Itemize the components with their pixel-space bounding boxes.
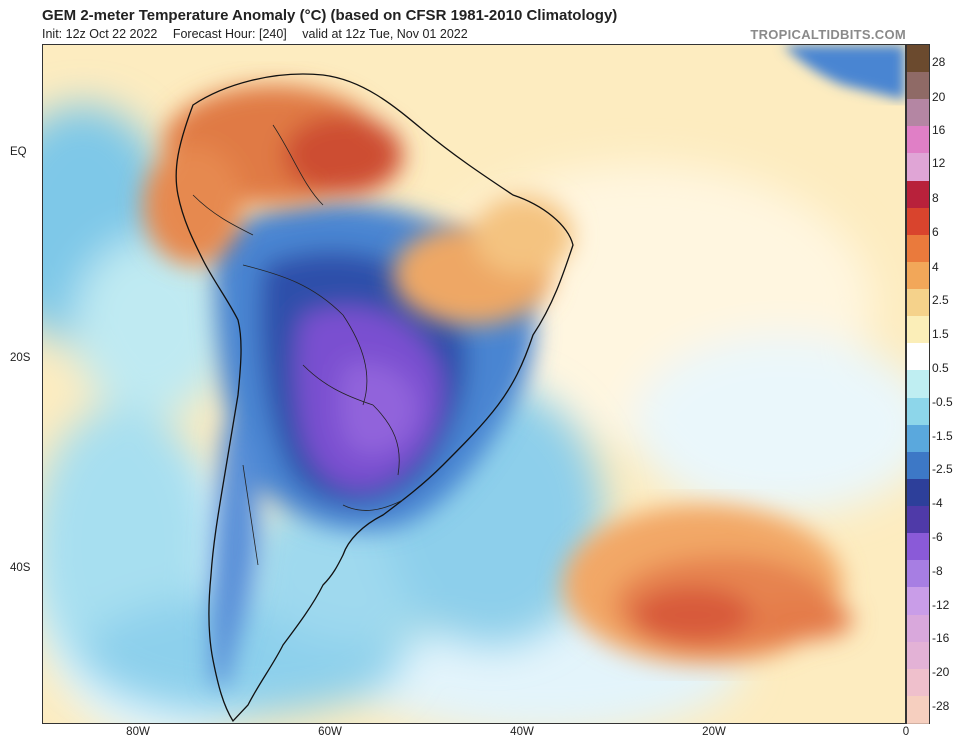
colorbar-segment <box>907 316 929 345</box>
colorbar-label: -28 <box>932 699 950 713</box>
anomaly-field-cool-pacific <box>43 105 603 715</box>
colorbar-segment <box>907 126 929 155</box>
country-borders <box>192 124 404 566</box>
lat-label-40s: 40S <box>10 562 31 574</box>
colorbar-label: -8 <box>932 564 943 578</box>
colorbar-label: 28 <box>932 55 946 69</box>
colorbar-segment <box>907 343 929 372</box>
coastline <box>175 73 574 723</box>
site-brand: TROPICALTIDBITS.COM <box>750 27 906 42</box>
anomaly-field-warm-atlantic <box>563 505 853 665</box>
colorbar-label: 12 <box>932 156 946 170</box>
lat-label-eq: EQ <box>10 146 27 158</box>
colorbar-label: 20 <box>932 90 946 104</box>
colorbar-segment <box>907 451 929 480</box>
chart-header: GEM 2-meter Temperature Anomaly (°C) (ba… <box>0 0 966 44</box>
chart-title: GEM 2-meter Temperature Anomaly (°C) (ba… <box>42 7 618 24</box>
map-canvas <box>43 45 905 723</box>
colorbar-segment <box>907 207 929 236</box>
colorbar-label: 1.5 <box>932 327 949 341</box>
colorbar-label: 2.5 <box>932 293 949 307</box>
lon-label-60w: 60W <box>318 726 342 738</box>
chart-subtitle: Init: 12z Oct 22 2022 Forecast Hour: [24… <box>42 27 480 41</box>
colorbar-segment <box>907 695 929 724</box>
colorbar-segment <box>907 45 929 74</box>
lon-label-40w: 40W <box>510 726 534 738</box>
colorbar-label: -2.5 <box>932 462 953 476</box>
colorbar-segment <box>907 506 929 535</box>
colorbar-segment <box>907 668 929 697</box>
anomaly-field-warm-north <box>143 85 573 325</box>
lon-label-80w: 80W <box>126 726 150 738</box>
anomaly-map <box>42 44 906 724</box>
colorbar-label: -16 <box>932 631 950 645</box>
colorbar-segment <box>907 560 929 589</box>
colorbar-segment <box>907 641 929 670</box>
colorbar-segment <box>907 72 929 101</box>
colorbar <box>906 44 930 724</box>
colorbar-label: 0.5 <box>932 361 949 375</box>
colorbar-segment <box>907 234 929 263</box>
colorbar-label: 8 <box>932 191 939 205</box>
colorbar-segment <box>907 180 929 209</box>
colorbar-segment <box>907 614 929 643</box>
colorbar-segment <box>907 478 929 508</box>
valid-time: valid at 12z Tue, Nov 01 2022 <box>302 27 468 41</box>
colorbar-segment <box>907 99 929 128</box>
colorbar-segment <box>907 424 929 453</box>
colorbar-segment <box>907 370 929 399</box>
colorbar-segment <box>907 289 929 318</box>
colorbar-label: 6 <box>932 225 939 239</box>
colorbar-label: -0.5 <box>932 395 953 409</box>
colorbar-label: -1.5 <box>932 429 953 443</box>
colorbar-label: -20 <box>932 665 950 679</box>
lat-label-20s: 20S <box>10 352 31 364</box>
forecast-hour: Forecast Hour: [240] <box>172 27 287 41</box>
colorbar-segment <box>907 587 929 616</box>
colorbar-segment <box>907 397 929 426</box>
lon-label-0: 0 <box>902 726 910 738</box>
colorbar-label: 16 <box>932 123 946 137</box>
colorbar-segment <box>907 533 929 562</box>
colorbar-segment <box>907 153 929 182</box>
anomaly-field-africa <box>783 45 905 100</box>
colorbar-label: -12 <box>932 598 950 612</box>
colorbar-label: 4 <box>932 260 939 274</box>
colorbar-label: -4 <box>932 496 943 510</box>
colorbar-segment <box>907 261 929 291</box>
init-time: Init: 12z Oct 22 2022 <box>42 27 158 41</box>
lon-label-20w: 20W <box>702 726 726 738</box>
colorbar-label: -6 <box>932 530 943 544</box>
